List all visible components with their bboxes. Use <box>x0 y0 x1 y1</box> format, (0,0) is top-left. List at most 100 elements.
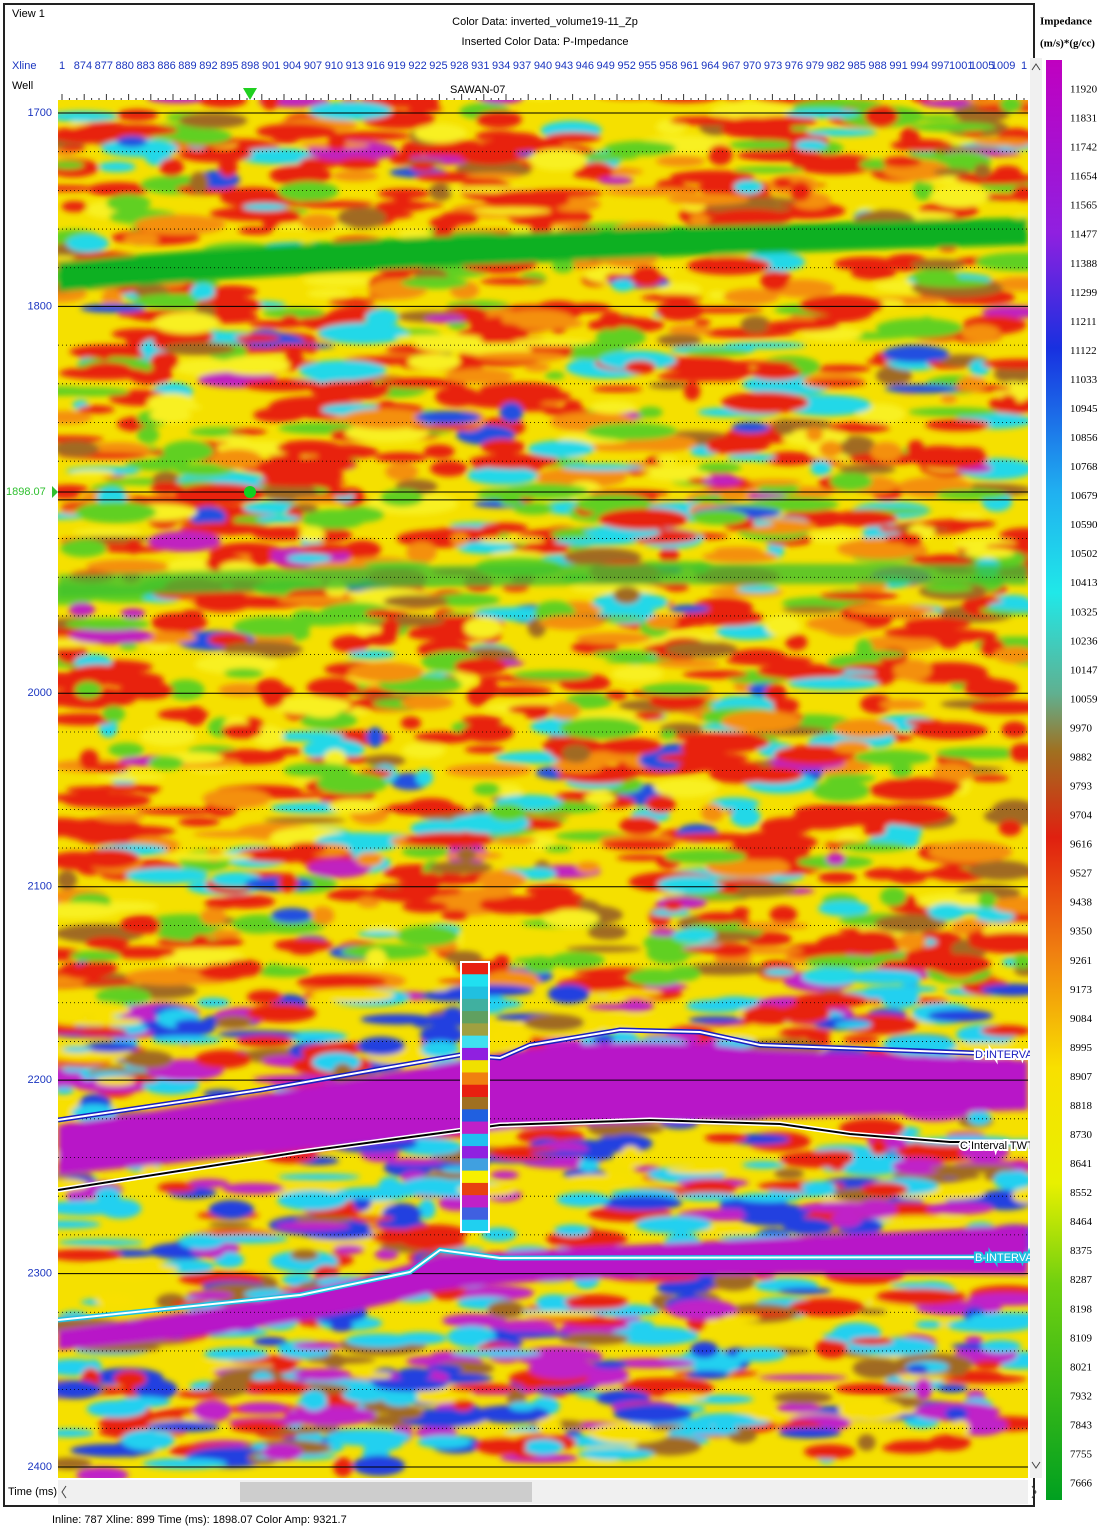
impedance-blob <box>723 288 779 304</box>
impedance-blob <box>235 334 280 342</box>
xline-tick-label: 931 <box>471 60 489 72</box>
impedance-blob <box>457 848 477 862</box>
cursor-dot <box>244 486 256 498</box>
status-bar: Inline: 787 Xline: 899 Time (ms): 1898.0… <box>52 1514 347 1526</box>
impedance-blob <box>277 1190 347 1210</box>
impedance-blob <box>672 1427 739 1435</box>
impedance-blob <box>481 439 525 455</box>
impedance-blob <box>566 946 642 952</box>
impedance-blob <box>415 411 481 425</box>
vertical-scrollbar[interactable] <box>1030 58 1042 1478</box>
impedance-blob <box>759 1375 847 1381</box>
impedance-blob <box>522 1439 563 1455</box>
impedance-blob <box>256 966 310 977</box>
impedance-blob <box>281 315 299 326</box>
impedance-blob <box>183 706 206 726</box>
time-tick-label: 2100 <box>28 881 52 893</box>
impedance-blob <box>691 760 708 766</box>
impedance-blob <box>830 472 873 490</box>
impedance-blob <box>60 539 106 557</box>
impedance-blob <box>596 327 646 348</box>
impedance-blob <box>451 532 469 546</box>
impedance-blob <box>147 393 196 413</box>
horizontal-scrollbar[interactable] <box>58 1480 1028 1504</box>
impedance-blob <box>209 1200 255 1219</box>
impedance-blob <box>85 936 128 949</box>
impedance-blob <box>211 449 261 469</box>
impedance-blob <box>691 510 748 525</box>
impedance-blob <box>915 1321 942 1329</box>
impedance-blob <box>411 162 435 171</box>
impedance-blob <box>818 901 870 916</box>
colorbar-tick-label: 11299 <box>1070 287 1098 299</box>
impedance-blob <box>397 925 459 946</box>
impedance-blob <box>66 234 109 252</box>
impedance-blob <box>668 324 711 335</box>
impedance-blob <box>257 459 315 472</box>
impedance-blob <box>528 440 594 457</box>
impedance-blob <box>930 186 988 208</box>
impedance-blob <box>220 356 291 375</box>
impedance-blob <box>620 1146 641 1167</box>
impedance-blob <box>253 408 305 423</box>
impedance-blob <box>562 464 643 471</box>
xline-tick-label: 886 <box>157 60 175 72</box>
impedance-blob <box>238 227 272 235</box>
xline-label: Xline <box>12 60 36 72</box>
impedance-blob <box>583 443 662 451</box>
impedance-blob <box>973 138 1036 146</box>
impedance-blob <box>112 329 165 340</box>
xline-tick-label: 946 <box>576 60 594 72</box>
impedance-blob <box>82 979 136 985</box>
impedance-blob <box>934 168 972 175</box>
impedance-blob <box>278 181 338 202</box>
impedance-blob <box>820 592 898 601</box>
impedance-blob <box>330 1321 354 1332</box>
xline-tick-label: 922 <box>408 60 426 72</box>
impedance-blob <box>999 394 1018 412</box>
well-log-segment <box>461 1220 489 1233</box>
impedance-blob <box>78 405 115 413</box>
impedance-blob <box>646 615 678 629</box>
impedance-blob <box>60 145 85 151</box>
well-label: Well <box>12 80 33 92</box>
impedance-blob <box>961 324 1000 342</box>
impedance-blob <box>489 821 510 832</box>
impedance-blob <box>853 1358 903 1379</box>
impedance-blob <box>850 1337 894 1345</box>
impedance-blob <box>230 1420 285 1433</box>
impedance-blob <box>401 695 453 710</box>
impedance-blob <box>833 740 870 753</box>
colorbar-tick-label: 7932 <box>1070 1390 1092 1402</box>
xline-tick-label: 883 <box>136 60 154 72</box>
impedance-blob <box>760 817 813 835</box>
impedance-blob <box>815 1150 855 1158</box>
impedance-blob <box>238 1380 312 1394</box>
impedance-blob <box>660 730 676 739</box>
scroll-thumb[interactable] <box>240 1482 532 1502</box>
impedance-blob <box>897 933 927 950</box>
colorbar-tick-label: 10325 <box>1070 606 1098 618</box>
colorbar-tick-label: 11388 <box>1070 258 1098 270</box>
impedance-blob <box>186 1291 233 1300</box>
impedance-blob <box>940 1375 1027 1384</box>
impedance-blob <box>864 105 898 127</box>
impedance-blob <box>641 294 703 301</box>
impedance-blob <box>120 915 160 934</box>
time-tick-label: 2200 <box>28 1074 52 1086</box>
impedance-blob <box>137 426 159 443</box>
xline-tick-label: 958 <box>659 60 677 72</box>
impedance-blob <box>389 152 411 164</box>
impedance-blob <box>96 1294 133 1307</box>
impedance-blob <box>208 1378 248 1397</box>
impedance-blob <box>656 457 678 464</box>
impedance-blob <box>777 1403 822 1413</box>
colorbar-tick-label: 9704 <box>1070 810 1093 822</box>
impedance-blob <box>763 968 795 976</box>
impedance-blob <box>401 717 421 730</box>
impedance-blob <box>663 900 683 911</box>
impedance-blob <box>904 617 971 629</box>
impedance-blob <box>453 1399 474 1411</box>
impedance-blob <box>509 1402 536 1411</box>
impedance-blob <box>121 608 145 618</box>
